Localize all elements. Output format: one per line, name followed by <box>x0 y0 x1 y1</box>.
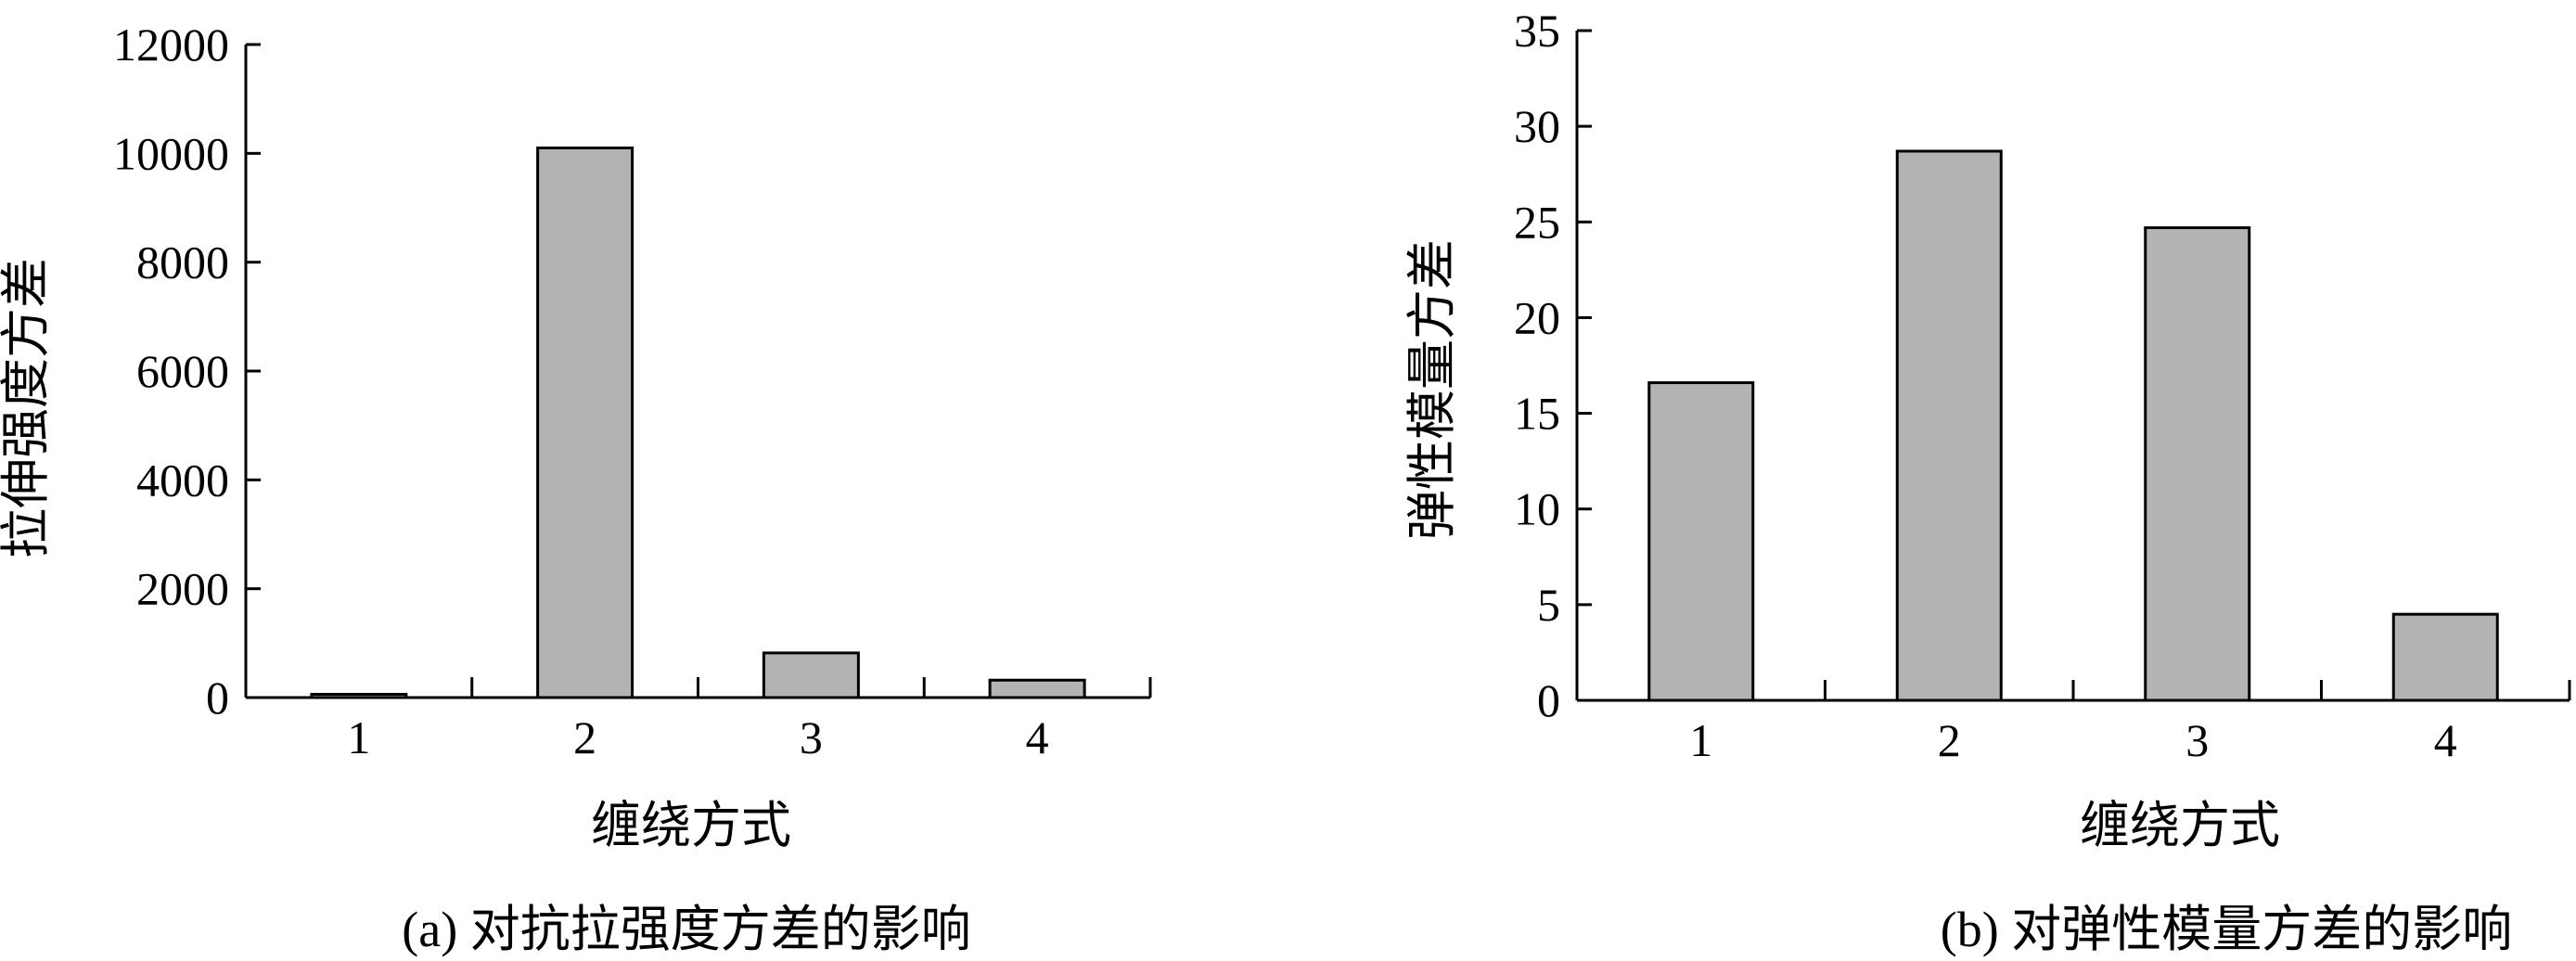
chart-a-x-tick-label: 3 <box>800 711 823 763</box>
chart-a-x-tick-label: 1 <box>347 711 370 763</box>
chart-a-y-tick-label: 8000 <box>136 237 229 288</box>
chart-b-bars <box>1647 149 2499 702</box>
chart-a-y-tick-label: 2000 <box>136 563 229 615</box>
chart-a-bars <box>310 146 1086 699</box>
chart-b-bar <box>2391 612 2499 702</box>
chart-b-y-tick-label: 15 <box>1514 388 1560 440</box>
chart-a-caption: (a) 对抗拉强度方差的影响 <box>402 902 970 957</box>
chart-a-y-tick-label: 10000 <box>113 127 229 179</box>
chart-b-bar <box>2144 225 2251 702</box>
chart-a-y-tick-label: 4000 <box>136 454 229 506</box>
chart-b-x-tick-label: 4 <box>2434 714 2457 766</box>
chart-a-x-tick-label: 2 <box>573 711 596 763</box>
chart-b-y-tick-label: 30 <box>1514 100 1560 152</box>
chart-b-y-axis-title: 弹性模量方差 <box>1404 239 1460 540</box>
chart-b-yticks: 0 5 10 15 20 25 30 35 <box>1514 5 1592 726</box>
chart-a-y-axis-title: 拉伸强度方差 <box>0 258 54 558</box>
chart-a-bar <box>310 692 408 699</box>
chart-a-bar <box>988 678 1086 699</box>
chart-a-bar <box>536 146 634 699</box>
chart-a-bar <box>762 651 860 699</box>
chart-b-x-tick-label: 2 <box>1938 714 1961 766</box>
chart-b-y-tick-label: 25 <box>1514 196 1560 248</box>
chart-b-y-tick-label: 10 <box>1514 483 1560 535</box>
chart-a-x-tick-label: 4 <box>1026 711 1049 763</box>
chart-b-bar <box>1895 149 2003 702</box>
chart-a-y-tick-label: 0 <box>206 672 229 724</box>
chart-b: 0 5 10 15 20 25 30 35 1 2 3 4 弹性模量方差 缠绕方式 (b) 对弹性模… <box>1404 5 2571 957</box>
chart-a-y-tick-label: 6000 <box>136 345 229 397</box>
chart-a-axes <box>244 45 1150 699</box>
chart-b-y-tick-label: 0 <box>1537 674 1560 726</box>
chart-b-y-tick-label: 5 <box>1537 579 1560 631</box>
chart-a-y-tick-label: 12000 <box>113 19 229 70</box>
chart-b-caption: (b) 对弹性模量方差的影响 <box>1941 902 2512 957</box>
chart-b-xticks: 1 2 3 4 <box>1689 680 2571 766</box>
chart-a-yticks: 0 2000 4000 6000 8000 10000 12000 <box>113 19 261 724</box>
chart-b-y-tick-label: 35 <box>1514 5 1560 57</box>
chart-a-xticks: 1 2 3 4 <box>347 677 1152 763</box>
chart-a-x-axis-title: 缠绕方式 <box>591 798 791 853</box>
chart-b-bar <box>1647 381 1755 702</box>
chart-b-y-tick-label: 20 <box>1514 291 1560 343</box>
chart-b-x-axis-title: 缠绕方式 <box>2080 798 2280 853</box>
chart-b-x-tick-label: 1 <box>1689 714 1712 766</box>
chart-b-x-tick-label: 3 <box>2185 714 2209 766</box>
